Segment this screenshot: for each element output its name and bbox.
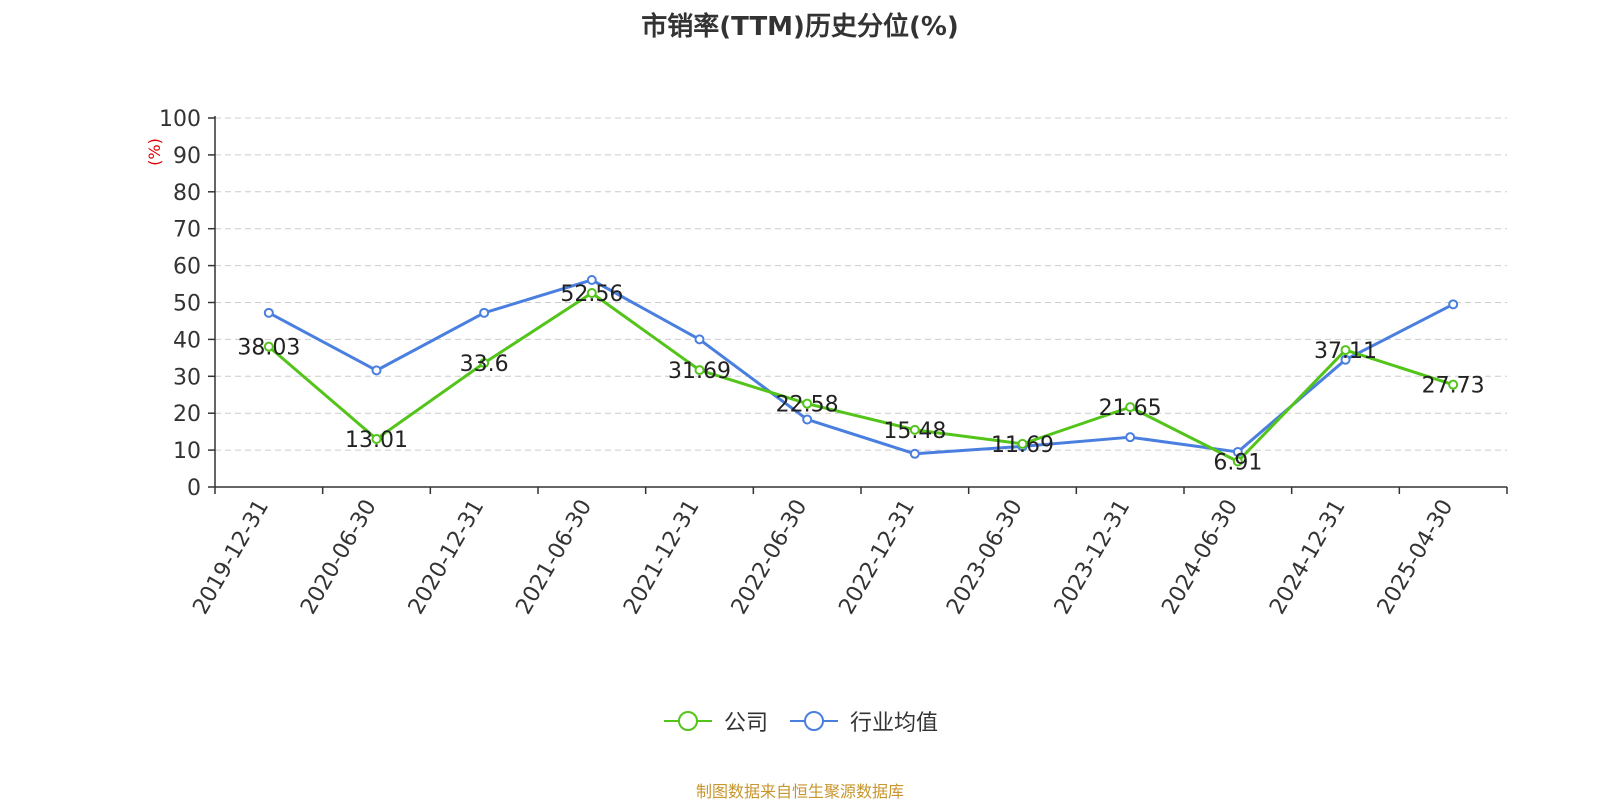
- data-label: 13.01: [345, 428, 408, 453]
- data-label: 33.6: [460, 352, 509, 377]
- data-label: 21.65: [1099, 396, 1162, 421]
- data-point-company[interactable]: [263, 341, 274, 352]
- data-point-industry-avg[interactable]: [1340, 354, 1351, 365]
- data-label: 22.58: [776, 393, 839, 418]
- x-tick-label: 2022-12-31: [834, 495, 920, 618]
- source-note: 制图数据来自恒生聚源数据库: [695, 782, 904, 801]
- data-label: 15.48: [883, 419, 946, 444]
- y-axis-label: (%): [145, 138, 164, 166]
- data-point-industry-avg[interactable]: [1448, 299, 1459, 310]
- data-point-industry-avg[interactable]: [1232, 446, 1243, 457]
- data-point-industry-avg[interactable]: [1125, 432, 1136, 443]
- y-tick-label: 0: [187, 476, 201, 501]
- data-point-company[interactable]: [694, 365, 705, 376]
- series-line-company: [267, 291, 1454, 464]
- y-tick-label: 100: [159, 107, 201, 132]
- x-tick-label: 2024-12-31: [1265, 496, 1351, 619]
- y-tick-label: 10: [173, 439, 201, 464]
- data-point-industry-avg[interactable]: [263, 307, 274, 318]
- x-tick-label: 2024-06-30: [1157, 496, 1243, 619]
- data-point-industry-avg[interactable]: [802, 414, 813, 425]
- y-tick-label: 20: [173, 402, 201, 427]
- x-tick-label: 2022-06-30: [727, 496, 813, 619]
- x-tick-label: 2019-12-31: [188, 496, 274, 619]
- data-point-company[interactable]: [371, 433, 382, 444]
- chart-title: 市销率(TTM)历史分位(%): [641, 12, 959, 42]
- data-point-industry-avg[interactable]: [909, 448, 920, 459]
- data-point-company[interactable]: [1125, 402, 1136, 413]
- legend-marker-company-icon: [663, 711, 712, 731]
- y-tick-label: 40: [173, 328, 201, 353]
- data-point-company[interactable]: [1340, 345, 1351, 356]
- data-label: 31.69: [668, 359, 731, 384]
- x-tick-label: 2021-12-31: [619, 496, 705, 619]
- data-point-company[interactable]: [586, 288, 597, 299]
- data-point-company[interactable]: [479, 358, 490, 369]
- data-label: 11.69: [991, 433, 1054, 458]
- legend-label-company: 公司: [723, 711, 768, 736]
- x-tick-label: 2023-12-31: [1050, 496, 1136, 619]
- x-tick-label: 2020-06-30: [296, 496, 382, 619]
- data-point-industry-avg[interactable]: [694, 334, 705, 345]
- data-point-company[interactable]: [802, 398, 813, 409]
- data-point-company[interactable]: [1017, 438, 1028, 449]
- legend-marker-industry-avg-icon: [790, 711, 838, 731]
- x-tick-label: 2020-12-31: [404, 495, 490, 618]
- x-tick-label: 2023-06-30: [942, 496, 1028, 619]
- data-label: 27.73: [1422, 374, 1485, 399]
- legend: 公司 行业均值: [0, 705, 1600, 737]
- legend-item-industry-avg[interactable]: 行业均值: [788, 705, 938, 737]
- x-tick-label: 2025-04-30: [1373, 496, 1459, 619]
- data-label: 37.11: [1314, 339, 1377, 364]
- data-label: 6.91: [1213, 451, 1262, 476]
- data-point-industry-avg[interactable]: [586, 274, 597, 285]
- y-tick-label: 80: [173, 181, 201, 206]
- y-tick-label: 60: [173, 255, 201, 280]
- data-point-company[interactable]: [909, 424, 920, 435]
- y-tick-label: 30: [173, 365, 201, 390]
- data-point-industry-avg[interactable]: [479, 307, 490, 318]
- data-point-company[interactable]: [1232, 456, 1243, 467]
- data-label: 52.56: [560, 282, 623, 307]
- legend-item-company[interactable]: 公司: [662, 705, 768, 737]
- y-tick-label: 90: [173, 144, 201, 169]
- y-tick-label: 70: [173, 218, 201, 243]
- x-tick-label: 2021-06-30: [511, 496, 597, 619]
- data-label: 38.03: [237, 336, 300, 361]
- data-point-industry-avg[interactable]: [371, 365, 382, 376]
- data-point-company[interactable]: [1448, 379, 1459, 390]
- y-tick-label: 50: [173, 292, 201, 317]
- legend-label-industry-avg: 行业均值: [850, 711, 939, 736]
- series-line-industry-avg: [268, 278, 1454, 456]
